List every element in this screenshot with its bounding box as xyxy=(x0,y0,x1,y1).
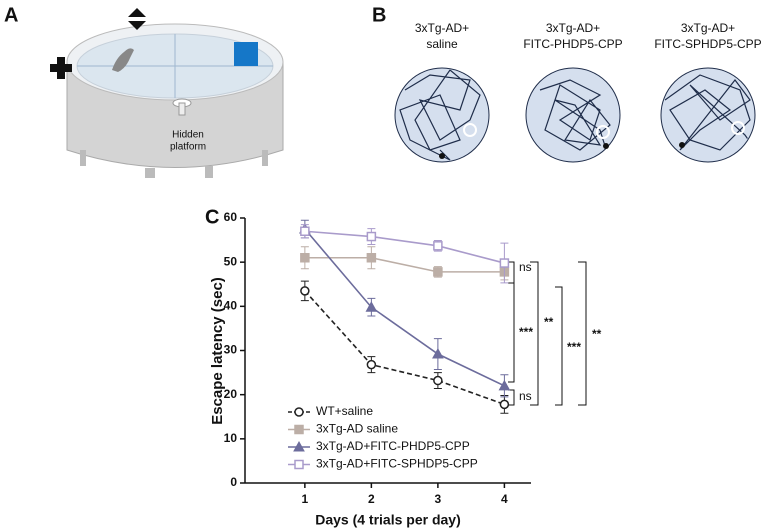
y-tick-label: 0 xyxy=(230,475,237,489)
data-point xyxy=(366,253,377,263)
data-point xyxy=(300,253,310,263)
data-point xyxy=(433,241,443,251)
significance-label: ** xyxy=(544,315,554,329)
x-axis-title: Days (4 trials per day) xyxy=(315,512,461,528)
data-point xyxy=(300,286,310,296)
legend-marker xyxy=(294,407,304,417)
significance-label: ns xyxy=(519,389,532,403)
legend-marker xyxy=(294,424,304,435)
data-point xyxy=(366,231,377,242)
y-tick-label: 40 xyxy=(224,299,238,313)
series-line xyxy=(304,256,505,273)
group-label: FITC-PHDP5-CPP xyxy=(523,37,622,51)
series-line xyxy=(304,228,505,387)
pool-drawing xyxy=(50,8,284,178)
y-tick-label: 60 xyxy=(224,210,238,224)
data-point xyxy=(498,379,511,391)
group-label: 3xTg-AD+ xyxy=(681,21,735,35)
group-label: 3xTg-AD+ xyxy=(415,21,469,35)
track-plots xyxy=(394,67,756,163)
x-tick-label: 1 xyxy=(302,492,309,506)
data-point xyxy=(499,399,510,410)
panel-label: C xyxy=(205,206,219,228)
y-tick-label: 30 xyxy=(224,343,238,357)
significance-label: ** xyxy=(592,327,602,341)
data-point xyxy=(365,301,378,312)
group-label: 3xTg-AD+ xyxy=(546,21,600,35)
y-axis-title: Escape latency (sec) xyxy=(209,277,226,425)
y-tick-label: 10 xyxy=(224,431,238,445)
legend-label: 3xTg-AD saline xyxy=(316,422,398,436)
data-point xyxy=(433,267,443,277)
data-point xyxy=(366,359,377,370)
data-point xyxy=(499,258,510,268)
legend-label: 3xTg-AD+FITC-SPHDP5-CPP xyxy=(316,457,478,471)
data-point xyxy=(300,226,310,236)
series-line xyxy=(304,230,505,264)
significance-brackets xyxy=(508,261,587,406)
data-point xyxy=(432,348,444,359)
series-line xyxy=(304,290,505,406)
significance-label: *** xyxy=(519,325,533,339)
legend-marker xyxy=(293,440,305,452)
panel-label: A xyxy=(4,4,18,26)
significance-label: ns xyxy=(519,260,532,274)
platform-label: Hidden xyxy=(172,130,204,141)
legend-label: WT+saline xyxy=(316,404,373,418)
group-label: saline xyxy=(426,37,458,51)
x-tick-label: 4 xyxy=(501,492,508,506)
legend-marker xyxy=(294,459,304,470)
x-tick-label: 3 xyxy=(435,492,442,506)
x-tick-label: 2 xyxy=(368,492,375,506)
group-label: FITC-SPHDP5-CPP xyxy=(654,37,761,51)
significance-label: *** xyxy=(567,340,581,354)
panel-label: B xyxy=(372,4,386,26)
y-tick-label: 50 xyxy=(224,254,238,268)
data-point xyxy=(433,375,443,386)
y-tick-label: 20 xyxy=(224,387,238,401)
legend-label: 3xTg-AD+FITC-PHDP5-CPP xyxy=(316,439,470,453)
platform-label: platform xyxy=(170,142,206,153)
